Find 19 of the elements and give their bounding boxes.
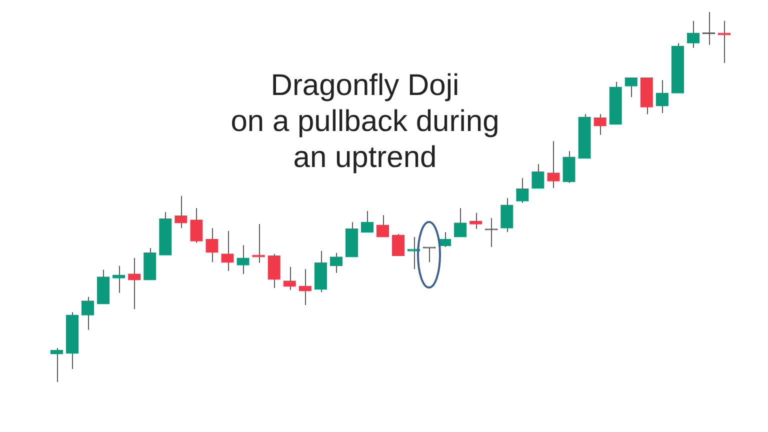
candlestick [283, 266, 296, 290]
candlestick [268, 253, 280, 289]
candlestick [500, 198, 514, 233]
candlestick [174, 195, 188, 229]
candlestick [128, 258, 141, 310]
candlestick [221, 230, 234, 272]
candlestick [298, 268, 312, 306]
candlestick [252, 224, 265, 264]
candlestick [718, 20, 731, 64]
candlestick [562, 150, 576, 184]
candlestick [190, 208, 203, 244]
candlestick [422, 246, 436, 263]
candlestick [236, 244, 250, 274]
candlestick [470, 212, 482, 230]
candlestick [485, 218, 498, 248]
candlestick [112, 265, 126, 294]
candlestick [392, 234, 405, 256]
text: Dragonfly Doji on a pullback during an uptrend [230, 68, 500, 176]
candlestick [547, 140, 560, 189]
